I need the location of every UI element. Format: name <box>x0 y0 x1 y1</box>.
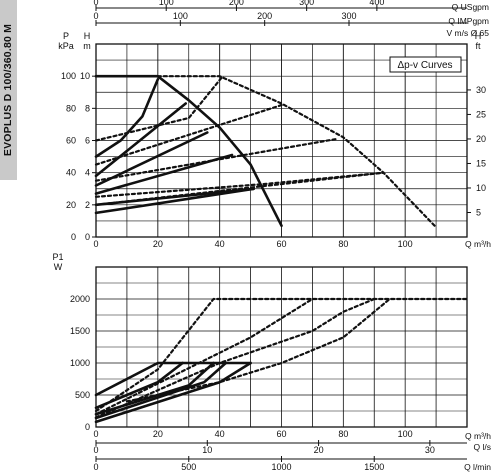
ls-tick-label: 0 <box>93 445 98 455</box>
usgpm-tick-label: 400 <box>369 0 384 7</box>
impgpm-tick-label: 100 <box>173 11 188 21</box>
usgpm-tick-label: 100 <box>159 0 174 7</box>
m3h-tick-label: 60 <box>276 429 286 439</box>
ls-tick-label: 10 <box>202 445 212 455</box>
kpa-tick-label: 20 <box>66 200 76 210</box>
ft-tick-label: 10 <box>476 183 486 193</box>
ft-tick-label: 20 <box>476 134 486 144</box>
impgpm-tick-label: 300 <box>341 11 356 21</box>
lmin-tick-label: 0 <box>93 462 98 472</box>
x-tick-label: 0 <box>93 239 98 249</box>
m3h-tick-label: 0 <box>93 429 98 439</box>
ft-axis-label-h: H <box>475 31 482 41</box>
kpa-tick-label: 100 <box>61 71 76 81</box>
head-curve-series-6 <box>94 78 160 158</box>
m3h-tick-label: 20 <box>153 429 163 439</box>
kpa-tick-label: 40 <box>66 168 76 178</box>
impgpm-axis-label: Q IMPgpm <box>448 16 489 26</box>
x-tick-label: 20 <box>153 239 163 249</box>
power-curve-series-6 <box>94 297 469 413</box>
impgpm-tick-label: 0 <box>93 11 98 21</box>
power-curve-series-8 <box>94 297 376 419</box>
power-tick-label: 1500 <box>70 326 90 336</box>
x-tick-label: 60 <box>276 239 286 249</box>
ls-axis-label: Q l/s <box>474 442 491 452</box>
m-tick-label: 4 <box>85 168 90 178</box>
m-axis-label-h: H <box>84 31 91 41</box>
kpa-axis-label-p: P <box>63 31 69 41</box>
ft-tick-label: 25 <box>476 109 486 119</box>
lmin-tick-label: 1500 <box>364 462 384 472</box>
power-curve-series-9 <box>125 297 391 403</box>
usgpm-tick-label: 200 <box>229 0 244 7</box>
head-curve-series-9 <box>94 171 385 198</box>
ft-tick-label: 30 <box>476 85 486 95</box>
power-curve-series-5 <box>94 361 252 424</box>
m-tick-label: 2 <box>85 200 90 210</box>
usgpm-tick-label: 0 <box>93 0 98 7</box>
power-curve-series-2 <box>94 361 184 410</box>
m3h-tick-label: 80 <box>338 429 348 439</box>
lmin-tick-label: 500 <box>181 462 196 472</box>
head-curve-series-1 <box>94 187 255 215</box>
power-tick-label: 1000 <box>70 358 90 368</box>
x-tick-label: 80 <box>338 239 348 249</box>
head-curve-series-10 <box>94 137 339 182</box>
m-tick-label: 8 <box>85 103 90 113</box>
m-axis-label-unit: m <box>83 41 91 51</box>
head-curve-series-12 <box>94 75 224 142</box>
power-tick-label: 2000 <box>70 294 90 304</box>
power-axis-label-unit: W <box>54 262 63 272</box>
curve-title-box <box>389 56 462 73</box>
power-curve-series-7 <box>94 297 314 416</box>
x-axis-label: Q m³/h <box>465 239 491 249</box>
usgpm-axis-label: Q USgpm <box>452 2 489 12</box>
impgpm-tick-label: 200 <box>257 11 272 21</box>
power-axis-label-p1: P1 <box>52 252 63 262</box>
lmin-axis-label: Q l/min <box>464 462 491 472</box>
kpa-tick-label: 80 <box>66 103 76 113</box>
ft-tick-label: 5 <box>476 207 481 217</box>
m-tick-label: 10 <box>80 71 90 81</box>
head-curve-series-11 <box>94 104 283 166</box>
bottom-plot-frame <box>95 266 468 428</box>
side-label-tab: EVOPLUS D 100/360.80 M <box>0 0 17 180</box>
m-tick-label: 6 <box>85 136 90 146</box>
x-tick-label: 40 <box>215 239 225 249</box>
ls-tick-label: 30 <box>425 445 435 455</box>
head-curve-series-13 <box>156 75 438 229</box>
usgpm-tick-label: 300 <box>299 0 314 7</box>
power-tick-label: 500 <box>75 390 90 400</box>
ft-tick-label: 15 <box>476 158 486 168</box>
head-curve-series-7 <box>94 74 283 227</box>
m-tick-label: 0 <box>85 232 90 242</box>
velocity-axis-label: V m/s Ø 65 <box>446 28 489 38</box>
m3h-tick-label: 100 <box>398 429 413 439</box>
kpa-axis-label-unit: kPa <box>58 41 74 51</box>
ft-axis-label-unit: ft <box>475 41 481 51</box>
m3h-axis-label: Q m³/h <box>465 431 491 441</box>
power-curve-series-4 <box>94 361 228 420</box>
head-curve-series-5 <box>94 102 187 178</box>
power-tick-label: 0 <box>85 422 90 432</box>
curve-title: Δp-v Curves <box>397 60 452 71</box>
lmin-tick-label: 1000 <box>271 462 291 472</box>
ls-tick-label: 20 <box>314 445 324 455</box>
m3h-tick-label: 40 <box>215 429 225 439</box>
kpa-tick-label: 60 <box>66 136 76 146</box>
x-tick-label: 100 <box>398 239 413 249</box>
kpa-tick-label: 0 <box>71 232 76 242</box>
